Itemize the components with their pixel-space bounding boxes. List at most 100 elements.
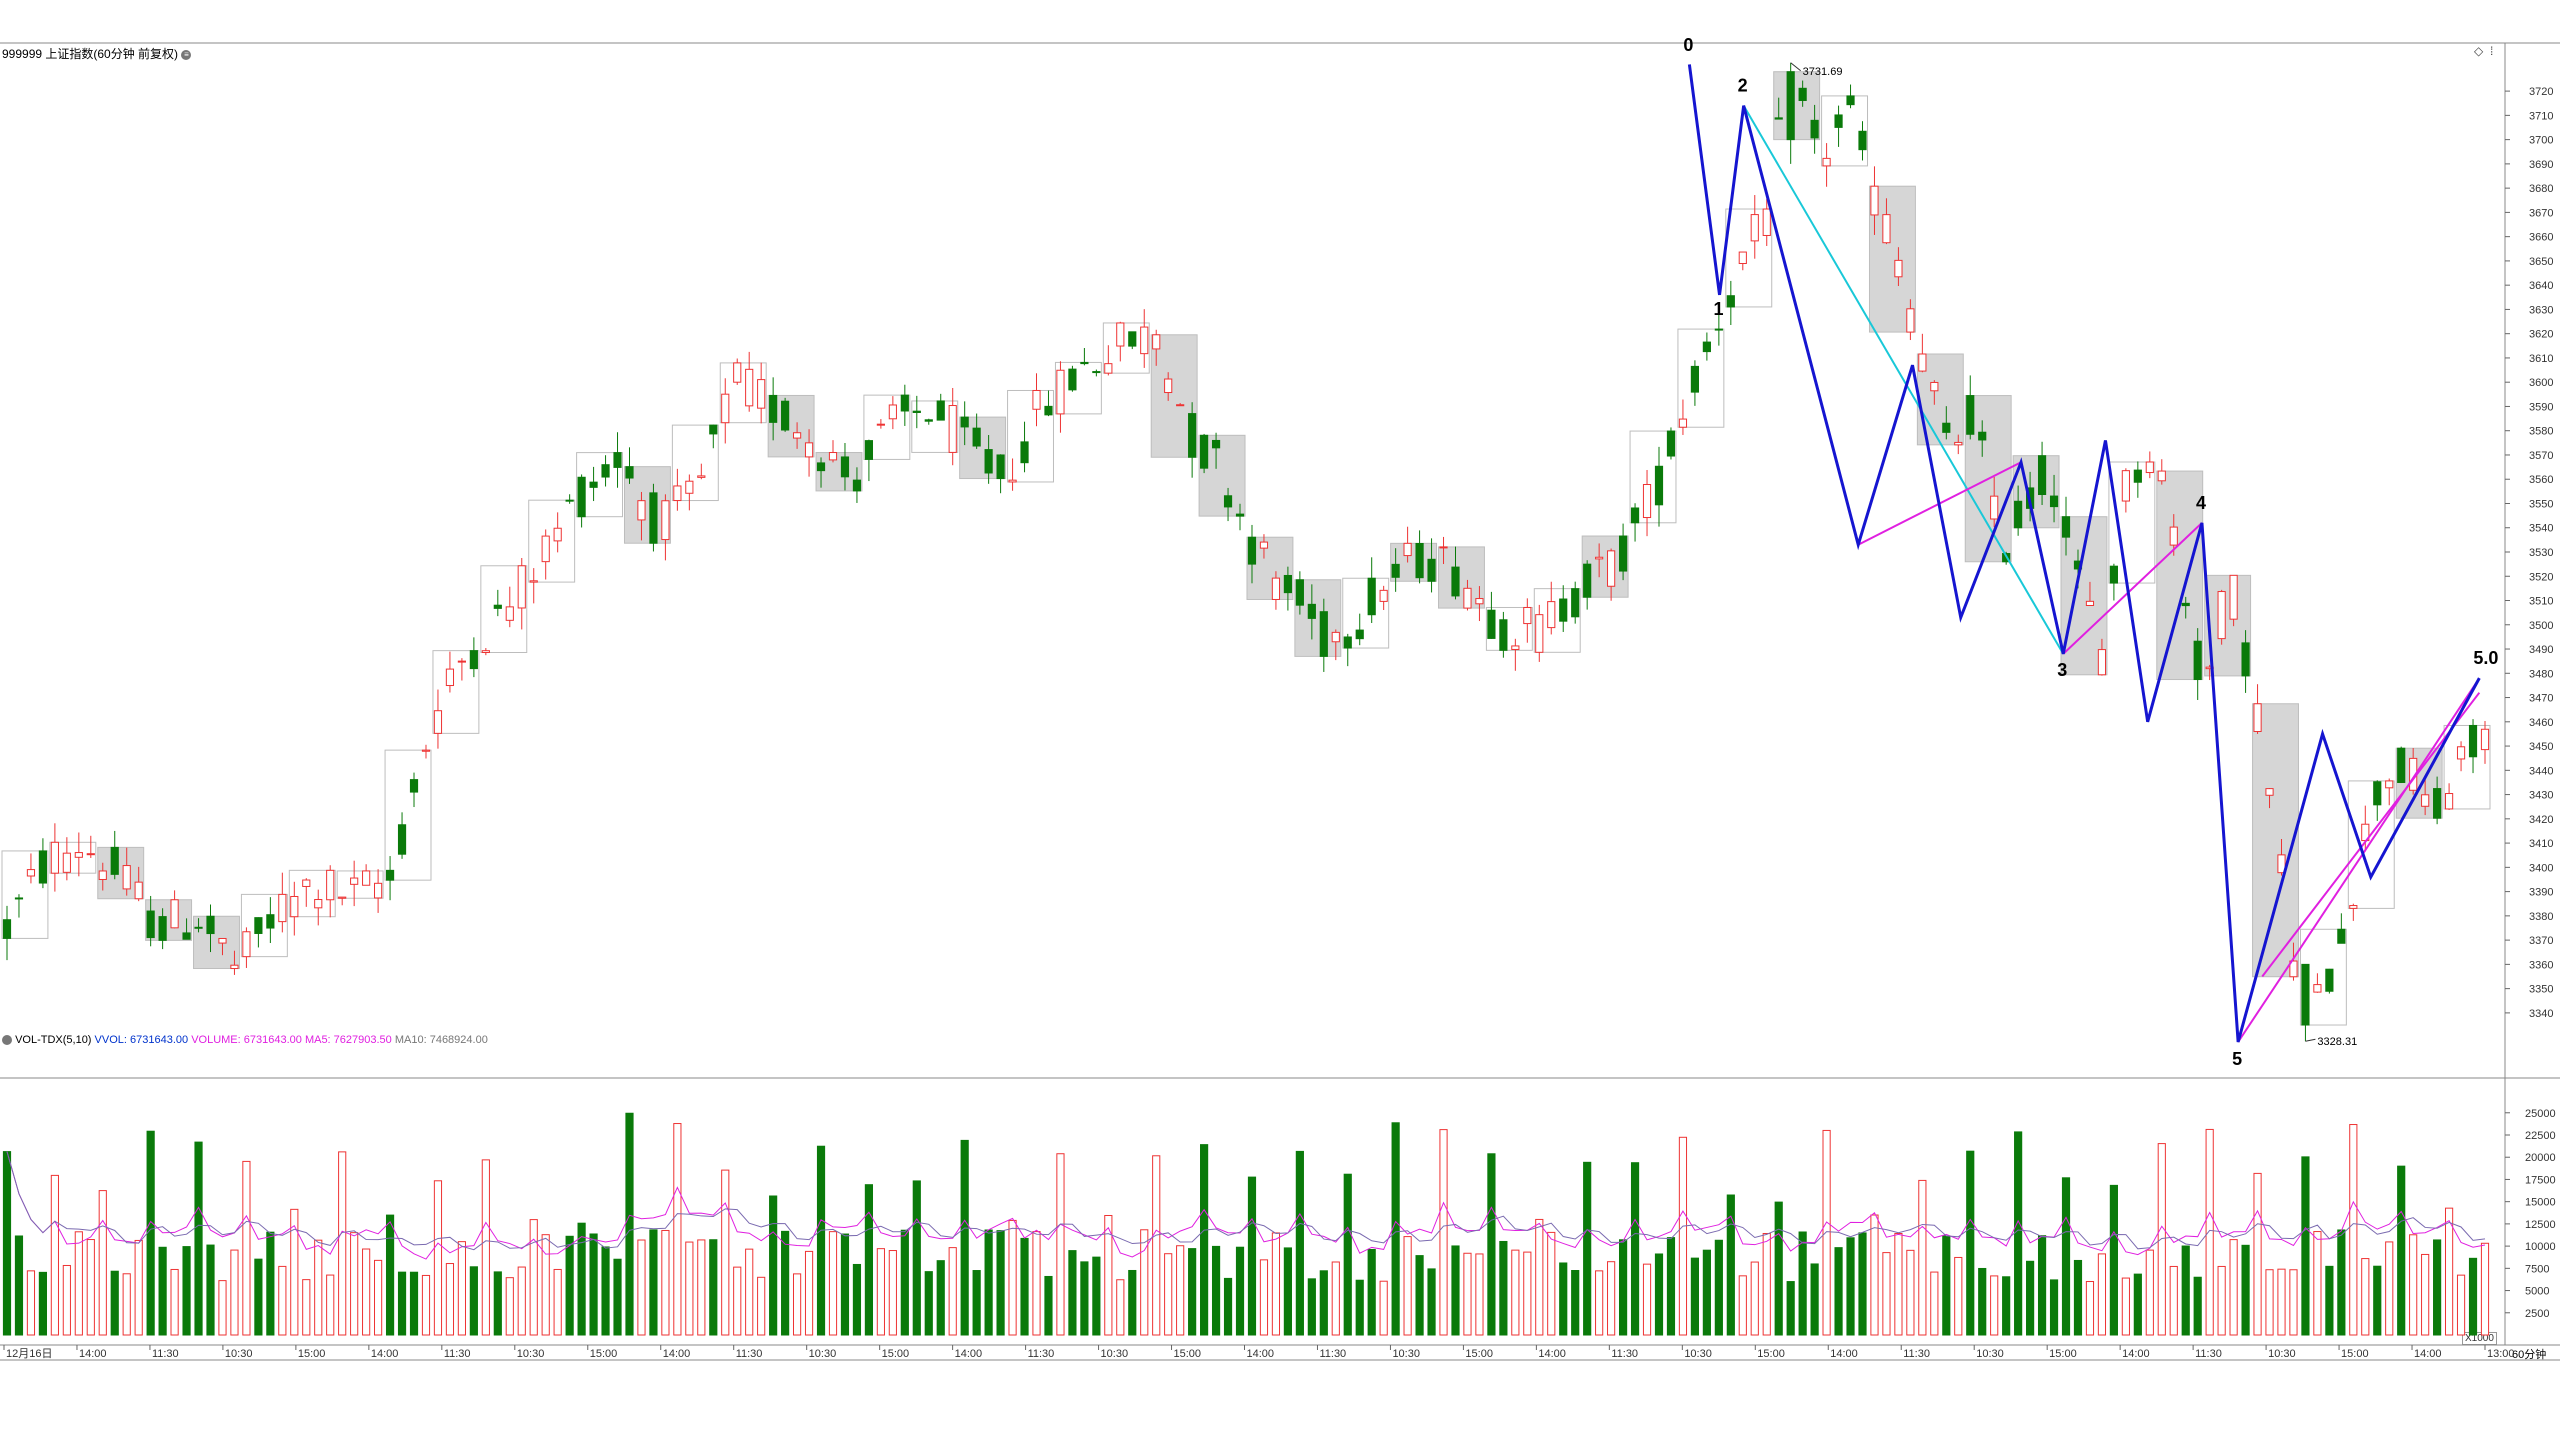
volume-bar	[1283, 1247, 1292, 1336]
volume-bar	[888, 1250, 897, 1336]
volume-bar	[541, 1234, 550, 1336]
time-tick-label: 15:00	[2341, 1348, 2369, 1360]
candle-body	[1259, 541, 1269, 549]
candle-body	[1690, 365, 1700, 393]
volume-bar	[1523, 1251, 1532, 1336]
volume-bar	[1439, 1129, 1448, 1336]
period-label-text: 60分钟	[2512, 1349, 2547, 1361]
volume-bar	[936, 1260, 945, 1336]
volume-bar	[62, 1264, 71, 1336]
price-tick-label: 3340	[2529, 1008, 2553, 1020]
circle-menu-icon[interactable]: ≡	[181, 49, 192, 60]
candle-body	[1954, 441, 1963, 446]
candle-body	[481, 650, 490, 653]
candle-body	[1128, 331, 1137, 347]
volume-bar	[2385, 1241, 2394, 1336]
time-tick-label: 15:00	[590, 1348, 618, 1360]
volume-bar	[2217, 1265, 2226, 1336]
volume-bar	[1223, 1277, 1233, 1336]
indicator-menu-icon[interactable]	[2, 1035, 12, 1046]
candle-body	[661, 500, 670, 541]
consolidation-box	[2299, 928, 2347, 1026]
candle-body	[170, 899, 179, 929]
candle-body	[1559, 598, 1568, 622]
candle-body	[912, 410, 921, 414]
price-tick-label: 3590	[2529, 401, 2553, 413]
volume-bar	[1475, 1253, 1484, 1336]
candle-body	[1403, 542, 1412, 557]
volume-bar	[709, 1239, 718, 1336]
candle-body	[1116, 322, 1125, 347]
candle-body	[110, 846, 119, 875]
volume-tick-label: 22500	[2525, 1130, 2556, 1142]
volume-tick-label: 5000	[2525, 1286, 2549, 1298]
candle-body	[62, 852, 71, 873]
candle-body	[1535, 614, 1544, 653]
volume-bar	[1607, 1261, 1616, 1336]
candle-body	[2014, 500, 2023, 529]
candle-body	[1786, 71, 1795, 141]
price-tick-label: 3680	[2529, 183, 2553, 195]
volume-bar	[2002, 1276, 2011, 1336]
volume-bar	[1056, 1153, 1065, 1336]
volume-bar	[2265, 1269, 2274, 1336]
consolidation-box	[1, 850, 49, 939]
candle-body	[1307, 603, 1316, 619]
candle-body	[385, 869, 395, 881]
volume-bar	[912, 1180, 921, 1336]
candle-body	[1463, 587, 1472, 609]
candle-body	[1104, 363, 1113, 374]
volume-bar	[182, 1246, 191, 1336]
volume-bar	[1271, 1232, 1281, 1336]
candle-body	[338, 896, 347, 899]
price-tick-label: 3350	[2529, 984, 2553, 996]
volume-bar	[1942, 1235, 1951, 1336]
candle-body	[1654, 465, 1664, 506]
candle-body	[266, 914, 275, 929]
consolidation-box	[1150, 334, 1198, 458]
volume-bar	[1583, 1161, 1592, 1336]
volume-bar	[948, 1247, 957, 1336]
diamond-icon[interactable]: ◇	[2474, 44, 2484, 58]
consolidation-box	[1677, 328, 1725, 428]
volume-bar	[649, 1229, 658, 1336]
consolidation-box	[528, 499, 576, 583]
volume-bar	[1654, 1253, 1664, 1336]
price-tick-label: 3400	[2529, 862, 2553, 874]
consolidation-box	[432, 650, 480, 734]
volume-bar	[1858, 1232, 1867, 1336]
candle-body	[601, 464, 610, 478]
volume-bar	[864, 1184, 874, 1336]
volume-bar	[1463, 1252, 1472, 1336]
volume-bar	[2337, 1229, 2346, 1336]
candle-body	[1618, 535, 1628, 572]
indicator-name: VOL-TDX(5,10)	[15, 1034, 92, 1046]
candle-body	[1211, 439, 1221, 449]
volume-bar	[2277, 1268, 2286, 1336]
volume-bar	[1008, 1219, 1017, 1336]
candle-body	[924, 419, 933, 422]
candle-body	[1750, 214, 1759, 242]
volume-bar	[1487, 1153, 1496, 1336]
indicator-header: VOL-TDX(5,10) VVOL: 6731643.00 VOLUME: 6…	[2, 1034, 488, 1046]
volume-bar	[338, 1151, 347, 1336]
volume-bar	[1882, 1252, 1891, 1336]
candle-body	[2097, 649, 2107, 676]
volume-bar	[1032, 1231, 1041, 1336]
time-tick-label: 10:30	[1392, 1348, 1420, 1360]
volume-bar	[840, 1233, 850, 1336]
time-tick-label: 10:30	[2268, 1348, 2296, 1360]
consolidation-box	[2108, 461, 2156, 584]
volume-tick-label: 10000	[2525, 1241, 2556, 1253]
volume-bar	[960, 1139, 969, 1336]
candle-body	[409, 779, 419, 793]
period-label[interactable]: 60分钟	[2512, 1346, 2546, 1362]
candle-body	[493, 604, 502, 609]
candle-body	[1702, 341, 1711, 353]
consolidation-boxes	[1, 71, 2491, 1026]
dots-icon[interactable]: ⁞	[2490, 44, 2494, 58]
candle-body	[2, 919, 12, 939]
volume-bar	[1427, 1268, 1436, 1336]
blue-wave-zigzag	[1687, 64, 2481, 1043]
candle-body	[828, 452, 838, 461]
